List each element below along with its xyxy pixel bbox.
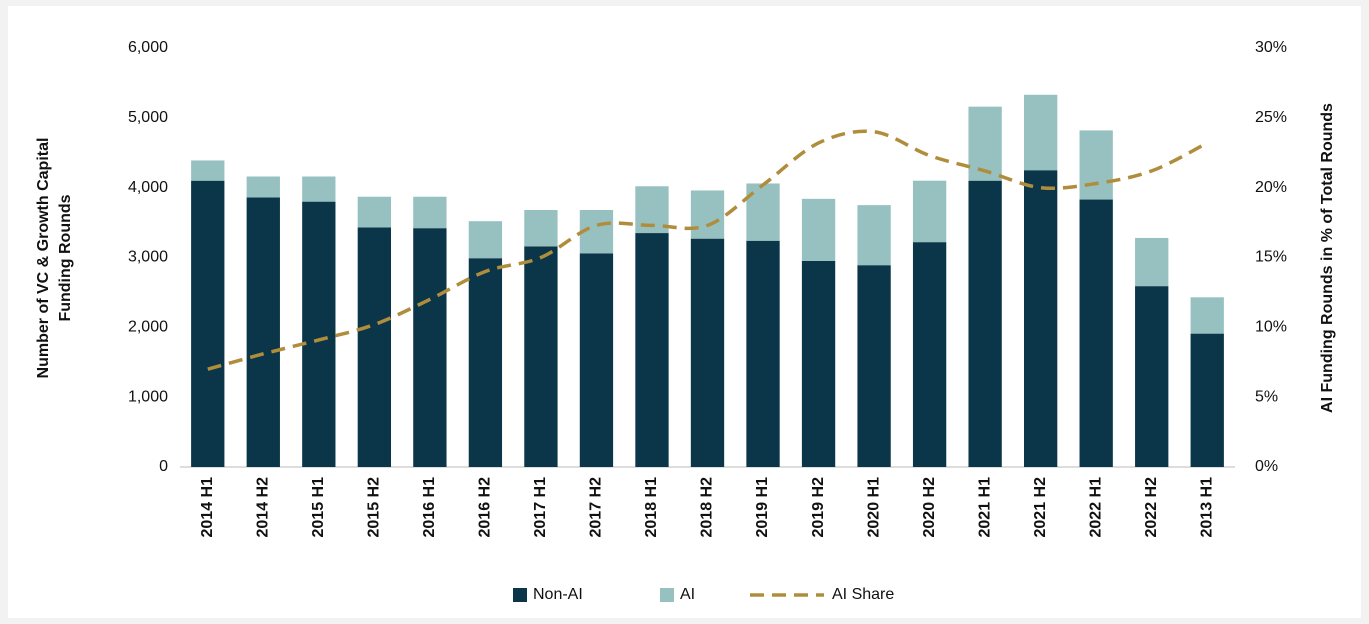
line [207,129,1209,371]
x-tick-label: 2016 H1 [421,477,438,538]
legend-label: AI [680,586,695,603]
y-tick-label: 1,000 [128,388,168,405]
bar [801,260,836,467]
y-tick-label: 0 [159,458,168,475]
x-tick-label: 2019 H1 [754,477,771,538]
bar [1190,297,1224,334]
y2-tick-label: 30% [1255,39,1287,56]
bar [468,258,503,467]
x-tick-label: 2020 H1 [865,477,882,538]
y-axis-title-line: Funding Rounds [57,194,74,321]
x-tick-label: 2022 H1 [1087,477,1104,538]
y2-axis-title: AI Funding Rounds in % of Total Rounds [1319,103,1336,413]
x-tick-label: 2015 H1 [310,477,327,538]
y-axis-title-line: Number of VC & Growth Capital [35,138,52,379]
legend-swatch [513,588,527,602]
bar [246,176,280,198]
x-tick-label: 2016 H2 [477,477,494,538]
x-tick-label: 2022 H2 [1143,477,1160,538]
bar [1135,286,1169,467]
bar [857,205,891,266]
y2-tick-label: 10% [1255,319,1287,336]
y-tick-label: 5,000 [128,109,168,126]
y2-tick-label: 25% [1255,109,1287,126]
legend-swatch [660,588,674,602]
bar [357,196,391,228]
y2-tick-label: 15% [1255,249,1287,266]
bar [468,221,503,259]
x-tick-label: 2014 H2 [255,477,272,538]
bar [912,242,947,467]
bar [1135,237,1169,287]
bar [1024,94,1058,171]
bar [1079,130,1113,200]
bar [912,180,947,243]
bar [968,180,1002,467]
bar [357,227,391,467]
y-tick-label: 3,000 [128,249,168,266]
bar [413,196,447,229]
bar [1079,199,1113,467]
bar [579,253,614,467]
y2-tick-label: 5% [1255,388,1278,405]
x-tick-label: 2019 H2 [810,477,827,538]
bar [1190,333,1224,467]
x-tick-label: 2018 H1 [643,477,660,538]
bar [690,190,725,239]
bar [635,233,669,467]
bar [801,198,836,261]
bar [690,238,725,467]
x-tick-label: 2021 H2 [1032,477,1049,538]
bar [302,201,336,467]
bar [857,265,891,467]
y2-tick-label: 0% [1255,458,1278,475]
bar [968,106,1002,181]
x-tick-label: 2018 H2 [699,477,716,538]
x-tick-label: 2020 H2 [921,477,938,538]
x-tick-label: 2017 H1 [532,477,549,538]
x-tick-label: 2017 H2 [588,477,605,538]
y-tick-label: 4,000 [128,179,168,196]
x-tick-label: 2014 H1 [199,477,216,538]
bar [746,240,780,467]
y-tick-label: 6,000 [128,39,168,56]
x-tick-label: 2015 H2 [366,477,383,538]
bar [413,228,447,467]
legend-label: Non-AI [533,586,583,603]
legend-label: AI Share [832,586,894,603]
bar [1024,170,1058,468]
bar [302,176,336,202]
bar [191,160,225,181]
y-axis-title: Number of VC & Growth Capital Funding Ro… [35,138,74,379]
y2-tick-label: 20% [1255,179,1287,196]
x-tick-label: 2013 H1 [1198,477,1215,538]
bar [524,210,558,247]
x-tick-label: 2021 H1 [976,477,993,538]
bar [524,246,558,467]
bar [191,180,225,467]
y-tick-label: 2,000 [128,319,168,336]
bar [246,197,280,467]
